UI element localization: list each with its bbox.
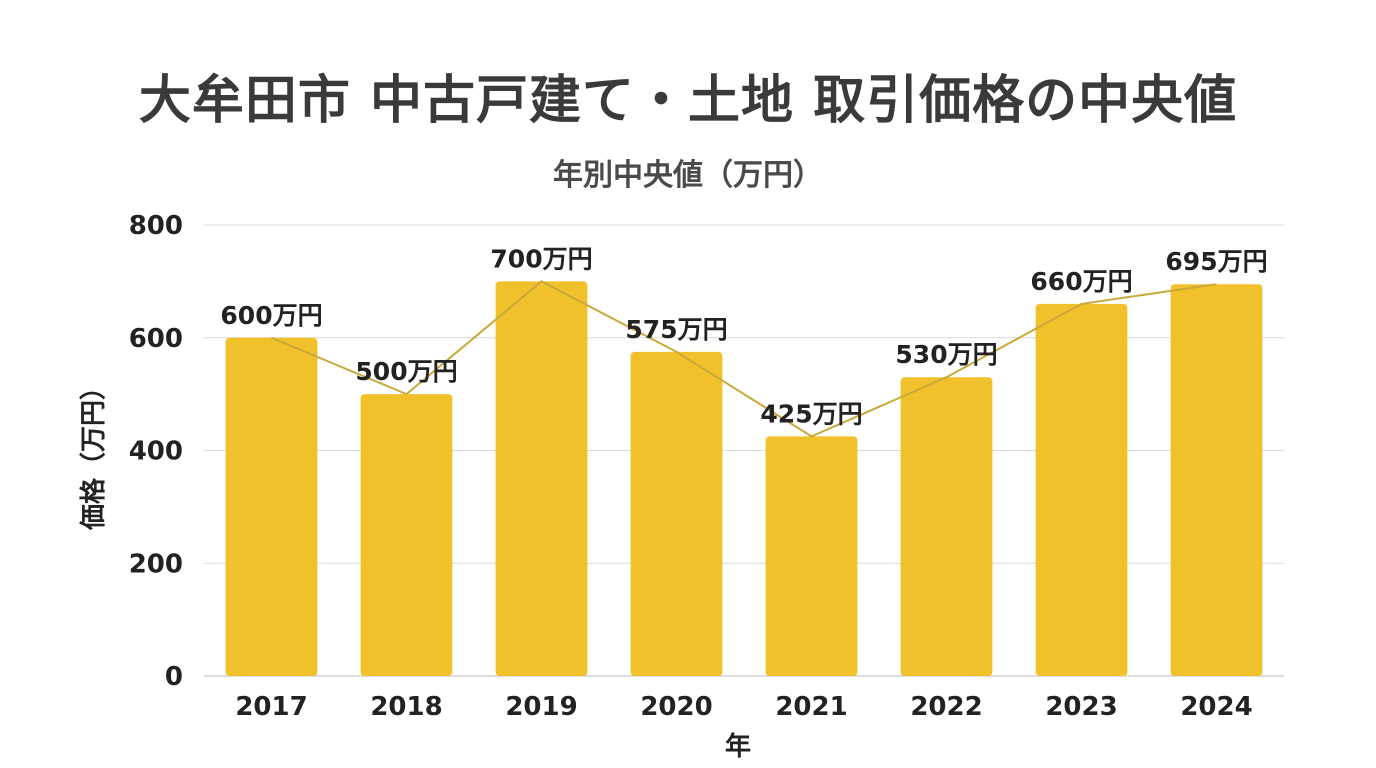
y-tick-label: 400 xyxy=(129,437,183,467)
bar-2019 xyxy=(495,281,588,676)
data-label-2021: 425万円 xyxy=(760,399,862,428)
bar-2024 xyxy=(1170,284,1263,676)
x-tick-label: 2018 xyxy=(370,692,442,722)
bar-2017 xyxy=(225,337,318,676)
bar-2020 xyxy=(630,351,723,676)
y-tick-label: 800 xyxy=(129,211,183,241)
chart-subtitle: 年別中央値（万円） xyxy=(553,158,823,193)
data-label-2020: 575万円 xyxy=(625,315,727,344)
x-axis-title: 年 xyxy=(725,731,751,762)
data-label-2017: 600万円 xyxy=(220,301,322,330)
bars xyxy=(225,281,1263,676)
y-axis-title: 価格（万円） xyxy=(78,374,109,531)
x-tick-label: 2020 xyxy=(640,692,712,722)
data-label-2023: 660万円 xyxy=(1030,267,1132,296)
bar-2018 xyxy=(360,394,453,676)
data-label-2024: 695万円 xyxy=(1165,247,1267,276)
data-label-2022: 530万円 xyxy=(895,340,997,369)
x-tick-label: 2021 xyxy=(775,692,847,722)
x-axis-ticks: 2017 2018 2019 2020 2021 2022 2023 2024 xyxy=(235,692,1252,722)
x-tick-label: 2019 xyxy=(505,692,577,722)
x-tick-label: 2024 xyxy=(1180,692,1252,722)
y-tick-label: 200 xyxy=(129,549,183,579)
x-tick-label: 2022 xyxy=(910,692,982,722)
data-labels: 600万円 500万円 700万円 575万円 425万円 530万円 660万円 695万円 xyxy=(220,244,1267,428)
chart-title: 大牟田市 中古戸建て・土地 取引価格の中央値 xyxy=(138,71,1238,131)
x-tick-label: 2023 xyxy=(1045,692,1117,722)
data-label-2019: 700万円 xyxy=(490,244,592,273)
x-tick-label: 2017 xyxy=(235,692,307,722)
y-tick-label: 0 xyxy=(165,662,183,692)
y-tick-label: 600 xyxy=(129,324,183,354)
trend-line xyxy=(271,280,1217,438)
data-label-2018: 500万円 xyxy=(355,357,457,386)
trend-line-group xyxy=(271,280,1217,438)
bar-2021 xyxy=(765,436,858,676)
bar-2023 xyxy=(1035,303,1128,676)
y-axis-ticks: 0 200 400 600 800 xyxy=(129,211,183,692)
bar-2022 xyxy=(900,377,993,676)
